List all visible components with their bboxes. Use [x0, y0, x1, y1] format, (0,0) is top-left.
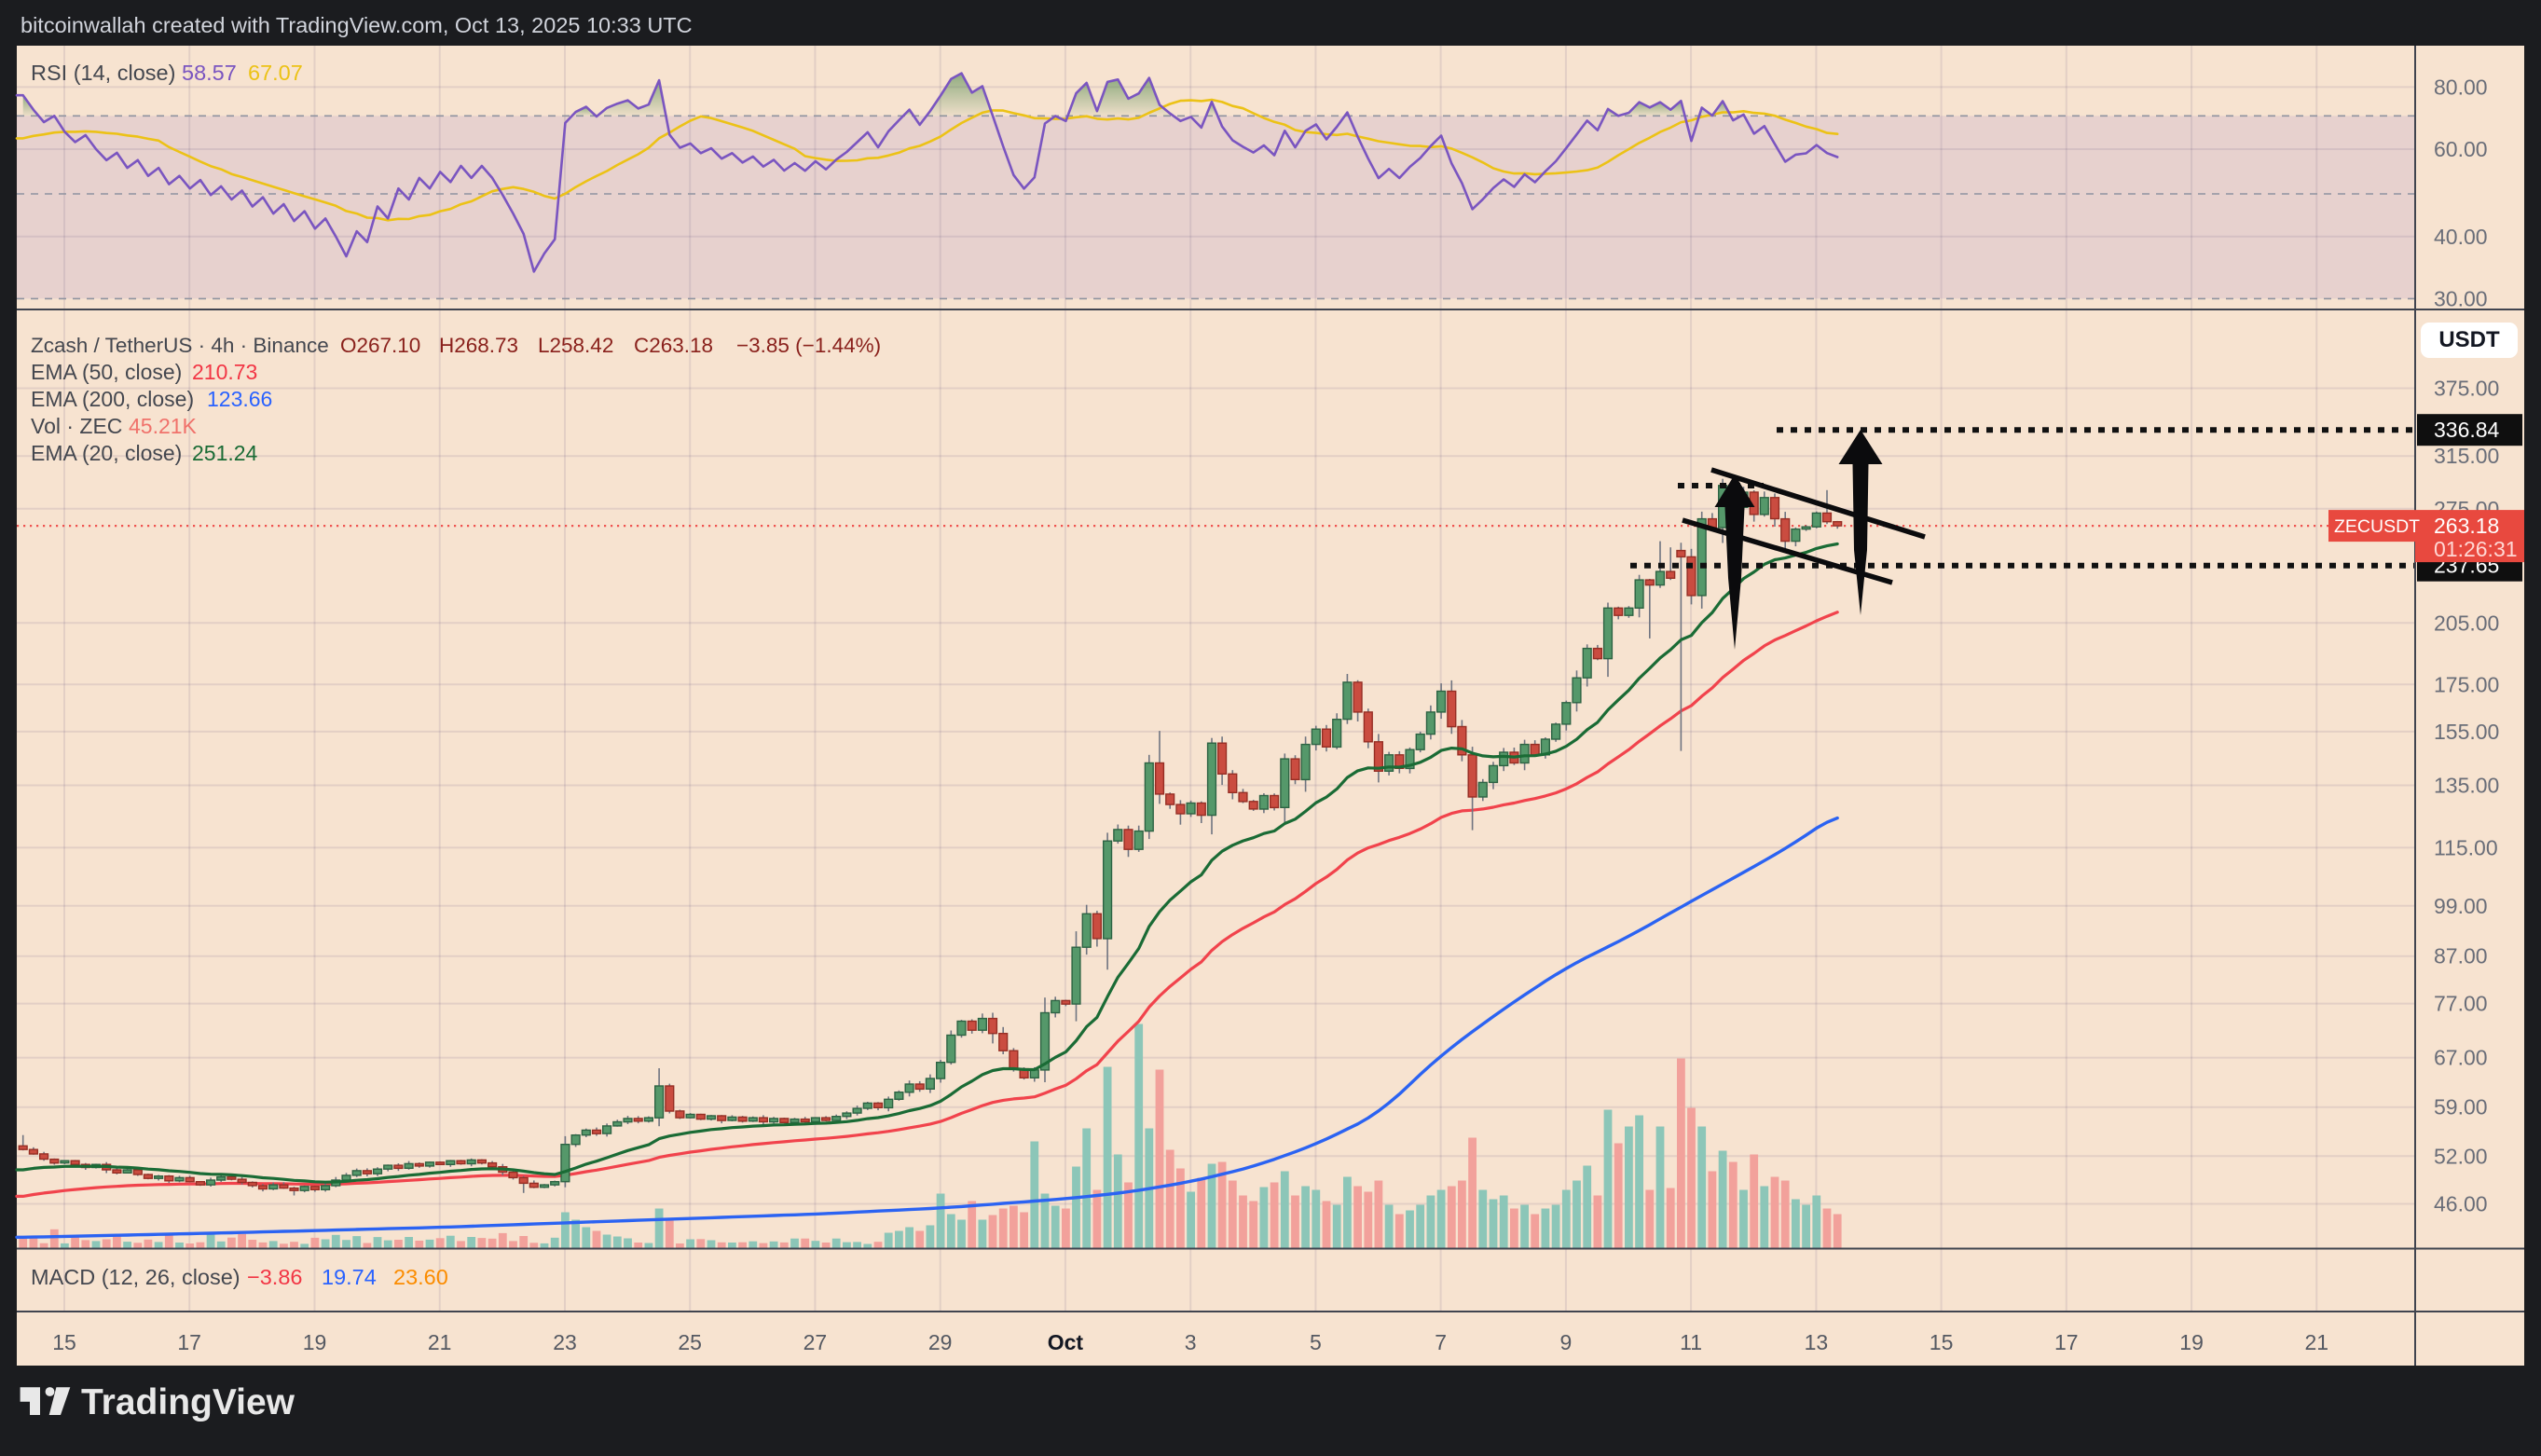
- svg-text:67.00: 67.00: [2434, 1046, 2488, 1070]
- svg-text:45.21K: 45.21K: [129, 414, 198, 438]
- svg-text:19: 19: [2179, 1330, 2204, 1354]
- svg-text:17: 17: [177, 1330, 201, 1354]
- svg-text:123.66: 123.66: [207, 387, 272, 411]
- svg-text:29: 29: [928, 1330, 953, 1354]
- svg-text:15: 15: [52, 1330, 76, 1354]
- svg-text:USDT: USDT: [2438, 327, 2500, 352]
- svg-text:EMA (50, close): EMA (50, close): [31, 360, 182, 384]
- svg-text:11: 11: [1680, 1330, 1702, 1354]
- svg-text:30.00: 30.00: [2434, 286, 2488, 310]
- svg-text:80.00: 80.00: [2434, 75, 2488, 99]
- svg-text:19.74: 19.74: [322, 1265, 377, 1289]
- svg-text:155.00: 155.00: [2434, 720, 2499, 744]
- svg-text:135.00: 135.00: [2434, 774, 2499, 798]
- svg-text:17: 17: [2054, 1330, 2079, 1354]
- svg-text:5: 5: [1310, 1330, 1322, 1354]
- svg-text:21: 21: [428, 1330, 452, 1354]
- svg-text:46.00: 46.00: [2434, 1192, 2488, 1216]
- svg-text:40.00: 40.00: [2434, 225, 2488, 249]
- svg-text:13: 13: [1805, 1330, 1829, 1354]
- svg-text:RSI (14, close): RSI (14, close): [31, 61, 175, 85]
- svg-text:EMA (20, close): EMA (20, close): [31, 441, 182, 465]
- svg-text:87.00: 87.00: [2434, 944, 2488, 968]
- svg-text:TradingView: TradingView: [81, 1382, 295, 1422]
- svg-text:60.00: 60.00: [2434, 137, 2488, 161]
- svg-text:251.24: 251.24: [192, 441, 258, 465]
- svg-text:Vol · ZEC: Vol · ZEC: [31, 414, 122, 438]
- svg-text:336.84: 336.84: [2434, 418, 2500, 442]
- svg-text:115.00: 115.00: [2434, 835, 2498, 859]
- svg-text:59.00: 59.00: [2434, 1095, 2488, 1119]
- svg-text:23: 23: [553, 1330, 577, 1354]
- svg-text:7: 7: [1435, 1330, 1447, 1354]
- svg-text:Oct: Oct: [1048, 1330, 1084, 1354]
- svg-text:27: 27: [804, 1330, 828, 1354]
- svg-text:ZECUSDT: ZECUSDT: [2334, 516, 2420, 537]
- svg-text:01:26:31: 01:26:31: [2434, 537, 2518, 561]
- svg-text:77.00: 77.00: [2434, 992, 2488, 1016]
- svg-text:25: 25: [678, 1330, 702, 1354]
- svg-text:99.00: 99.00: [2434, 894, 2488, 918]
- svg-text:175.00: 175.00: [2434, 672, 2499, 696]
- svg-text:19: 19: [303, 1330, 327, 1354]
- svg-text:3: 3: [1185, 1330, 1197, 1354]
- svg-text:9: 9: [1560, 1330, 1573, 1354]
- svg-text:263.18: 263.18: [2434, 514, 2499, 538]
- svg-text:58.57: 58.57: [182, 61, 237, 85]
- svg-text:52.00: 52.00: [2434, 1144, 2488, 1168]
- svg-text:21: 21: [2305, 1330, 2329, 1354]
- svg-text:210.73: 210.73: [192, 360, 257, 384]
- svg-text:315.00: 315.00: [2434, 444, 2499, 468]
- svg-text:Zcash / TetherUS · 4h · Binanc: Zcash / TetherUS · 4h · Binance O267.10 H2…: [31, 334, 881, 357]
- svg-text:−3.86: −3.86: [247, 1265, 302, 1289]
- svg-text:67.07: 67.07: [248, 61, 303, 85]
- svg-text:bitcoinwallah created with Tra: bitcoinwallah created with TradingView.c…: [21, 13, 693, 37]
- svg-text:205.00: 205.00: [2434, 611, 2499, 635]
- svg-text:15: 15: [1930, 1330, 1954, 1354]
- svg-text:23.60: 23.60: [393, 1265, 448, 1289]
- svg-text:375.00: 375.00: [2434, 377, 2499, 401]
- svg-text:EMA (200, close): EMA (200, close): [31, 387, 194, 411]
- svg-text:MACD (12, 26, close): MACD (12, 26, close): [31, 1265, 240, 1289]
